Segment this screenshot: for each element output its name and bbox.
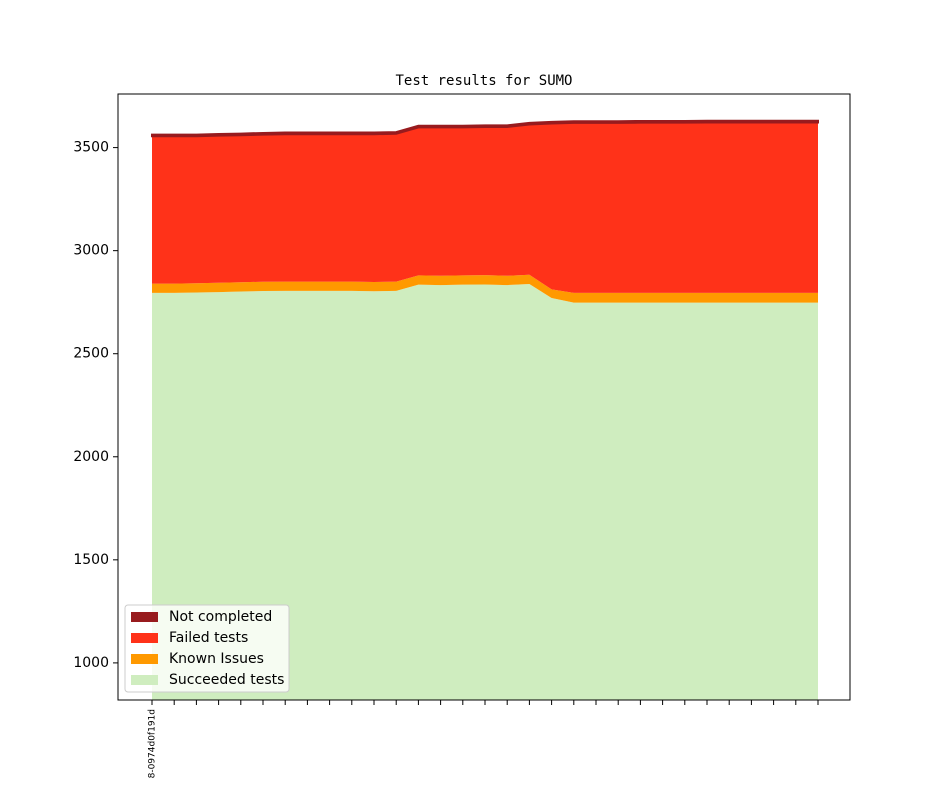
chart-title: Test results for SUMO <box>395 73 572 89</box>
plot-area <box>151 119 819 700</box>
y-tick-label: 3500 <box>73 140 109 156</box>
legend-swatch <box>131 633 158 643</box>
legend-label: Failed tests <box>169 630 248 646</box>
y-tick-label: 2000 <box>73 449 109 465</box>
legend-swatch <box>131 654 158 664</box>
area <box>152 274 818 303</box>
legend-label: Succeeded tests <box>169 672 284 688</box>
legend-label: Not completed <box>169 609 272 625</box>
area <box>152 284 818 700</box>
y-tick-label: 1500 <box>73 552 109 568</box>
x-tick-label: 8-0974d0f191d <box>148 709 158 778</box>
legend-swatch <box>131 675 158 685</box>
legend-box <box>124 604 290 693</box>
y-tick-label: 3000 <box>73 243 109 259</box>
y-tick-label: 1000 <box>73 655 109 671</box>
area <box>151 119 819 138</box>
axes-frame <box>117 93 851 701</box>
legend-label: Known Issues <box>169 651 264 667</box>
legend-swatch <box>131 612 158 622</box>
y-tick-label: 2500 <box>73 346 109 362</box>
legend: Not completed Failed tests Known Issues Suc… <box>124 604 290 693</box>
area <box>152 122 818 293</box>
